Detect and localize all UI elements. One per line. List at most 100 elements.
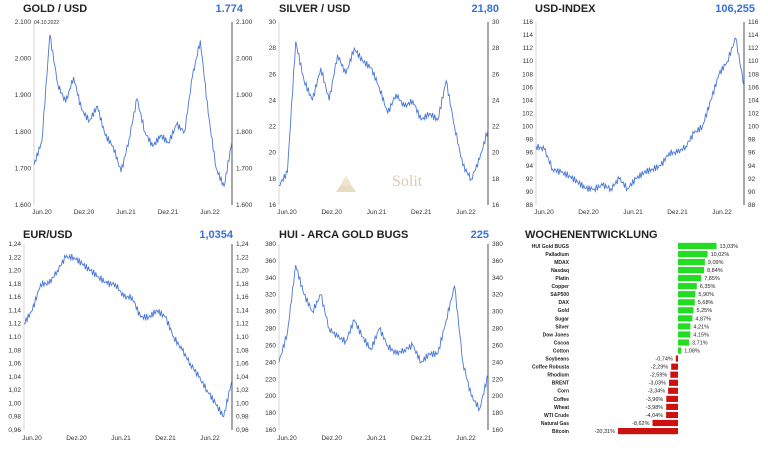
chart-current-value: 1,0354 bbox=[199, 229, 233, 241]
bar-category-label: Soybeans bbox=[545, 357, 569, 363]
bar-value-label: -0,74% bbox=[655, 357, 673, 363]
x-tick: Jun.20 bbox=[22, 435, 42, 442]
bar-category-label: WTI Crude bbox=[544, 413, 569, 419]
y-tick-left: 280 bbox=[265, 326, 276, 333]
bar-value-label: 7,85% bbox=[704, 276, 720, 282]
y-tick-left: 20 bbox=[269, 150, 277, 157]
bar-category-label: Bitcoin bbox=[552, 429, 569, 435]
bar bbox=[666, 411, 678, 419]
bar bbox=[678, 258, 705, 266]
series-line bbox=[535, 37, 745, 193]
x-tick: Dez.21 bbox=[411, 435, 432, 442]
y-tick-right: 30 bbox=[492, 19, 500, 26]
y-tick-right: 300 bbox=[492, 309, 503, 316]
bar bbox=[618, 428, 678, 435]
bar-value-label: 8,84% bbox=[707, 268, 723, 274]
bar-category-label: HUI Gold BUGS bbox=[532, 244, 570, 250]
y-tick-left: 1,16 bbox=[8, 294, 21, 301]
bar-category-label: Copper bbox=[552, 284, 570, 290]
y-tick-right: 1,06 bbox=[236, 361, 249, 368]
y-tick-left: 28 bbox=[269, 45, 277, 52]
y-tick-left: 104 bbox=[522, 97, 533, 104]
chart-title: SILVER / USD bbox=[279, 3, 351, 15]
y-tick-right: 94 bbox=[748, 163, 756, 170]
y-tick-left: 102 bbox=[522, 111, 533, 118]
y-tick-right: 28 bbox=[492, 45, 500, 52]
chart-current-value: 225 bbox=[470, 229, 489, 241]
chart-plot: 0,96 0,98 1,00 1,02 1,04 1,06 1,08 1,10 1,12 1,14… bbox=[8, 241, 249, 442]
y-tick-left: 88 bbox=[526, 202, 534, 209]
chart-title: USD-INDEX bbox=[535, 3, 596, 15]
y-tick-right: 260 bbox=[492, 342, 503, 349]
bar-value-label: -2,29% bbox=[651, 365, 669, 371]
bar-category-label: Gold bbox=[558, 308, 569, 314]
y-tick-right: 20 bbox=[492, 150, 500, 157]
y-tick-left: 22 bbox=[269, 124, 277, 131]
y-tick-right: 1,10 bbox=[236, 334, 249, 341]
solit-watermark: Solit bbox=[334, 170, 434, 196]
y-tick-left: 1.800 bbox=[15, 129, 32, 136]
y-tick-right: 1,08 bbox=[236, 347, 249, 354]
y-tick-right: 1,18 bbox=[236, 281, 249, 288]
bar bbox=[678, 291, 696, 298]
x-tick: Jun.22 bbox=[456, 435, 476, 442]
bar bbox=[678, 331, 691, 338]
series-line bbox=[278, 41, 489, 186]
bar-value-label: 5,68% bbox=[698, 300, 714, 306]
bar-category-label: Dow Jones bbox=[543, 332, 570, 338]
bar-category-label: Coffee Robusta bbox=[532, 365, 569, 371]
y-tick-left: 110 bbox=[523, 58, 534, 65]
y-tick-right: 100 bbox=[748, 124, 759, 131]
x-tick: Jun.22 bbox=[200, 209, 220, 216]
bar-value-label: 6,35% bbox=[700, 284, 716, 290]
bar bbox=[670, 371, 678, 378]
bar-value-label: -3,96% bbox=[646, 397, 664, 403]
y-tick-left: 1,20 bbox=[8, 268, 21, 275]
x-tick: Dez.20 bbox=[66, 435, 87, 442]
chart-current-value: 21,80 bbox=[471, 3, 499, 15]
x-tick: Dez.20 bbox=[578, 209, 599, 216]
x-tick: Jun.21 bbox=[623, 209, 643, 216]
y-tick-left: 26 bbox=[269, 71, 277, 78]
y-tick-right: 1,04 bbox=[236, 374, 249, 381]
y-tick-right: 1.800 bbox=[236, 129, 253, 136]
bar-value-label: 5,90% bbox=[698, 292, 714, 298]
chart-current-value: 106,255 bbox=[715, 3, 755, 15]
y-tick-left: 1,12 bbox=[8, 321, 21, 328]
y-tick-left: 98 bbox=[526, 137, 534, 144]
y-tick-right: 0,98 bbox=[236, 414, 249, 421]
y-tick-left: 2.000 bbox=[15, 56, 32, 63]
x-tick: Jun.20 bbox=[32, 209, 52, 216]
y-tick-left: 92 bbox=[526, 176, 534, 183]
y-tick-right: 98 bbox=[748, 137, 756, 144]
bar-category-label: Palladium bbox=[545, 252, 569, 258]
y-tick-right: 280 bbox=[492, 326, 503, 333]
x-tick: Jun.21 bbox=[111, 435, 131, 442]
bar bbox=[671, 363, 678, 370]
series-line bbox=[23, 253, 233, 418]
y-tick-right: 102 bbox=[748, 111, 759, 118]
bar-category-label: Natural Gas bbox=[541, 421, 569, 427]
bar-value-label: -3,03% bbox=[649, 381, 667, 387]
y-tick-right: 108 bbox=[748, 71, 759, 78]
y-tick-left: 18 bbox=[269, 176, 277, 183]
bar-value-label: -3,34% bbox=[648, 389, 666, 395]
bar-value-label: 4,87% bbox=[695, 316, 711, 322]
y-tick-left: 1,18 bbox=[8, 281, 21, 288]
y-tick-right: 88 bbox=[748, 202, 756, 209]
x-tick: Dez.21 bbox=[155, 435, 176, 442]
y-tick-left: 1,08 bbox=[8, 347, 21, 354]
bar bbox=[678, 299, 695, 306]
y-tick-right: 1.700 bbox=[236, 165, 253, 172]
bar-category-label: Nasdaq bbox=[551, 268, 569, 274]
bar bbox=[678, 323, 691, 330]
solit-logo-icon bbox=[336, 175, 356, 192]
bar-value-label: 4,21% bbox=[693, 324, 709, 330]
bar bbox=[678, 267, 705, 274]
hui-arca-gold-bugs-chart: HUI - ARCA GOLD BUGS 225 160 180 200 220 240… bbox=[256, 224, 512, 449]
bar bbox=[678, 275, 702, 282]
y-tick-left: 340 bbox=[265, 275, 276, 282]
y-tick-left: 360 bbox=[265, 258, 276, 265]
bar-value-label: -20,31% bbox=[595, 429, 616, 435]
y-tick-right: 200 bbox=[492, 393, 503, 400]
